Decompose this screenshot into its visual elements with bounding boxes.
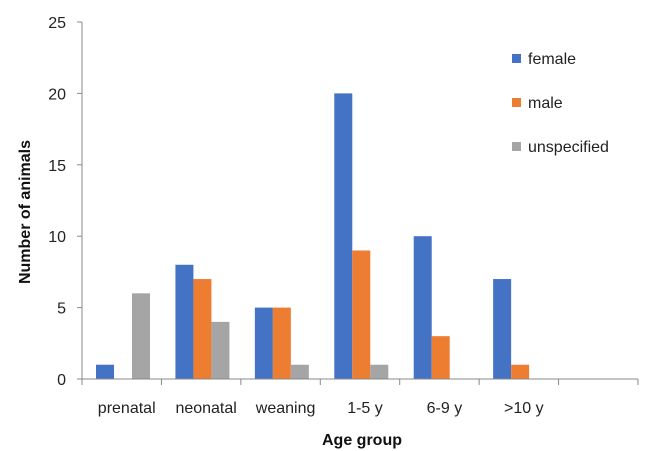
bar-male (431, 336, 450, 379)
bar-male (511, 364, 530, 379)
legend-swatch-male (512, 98, 521, 107)
bar-male (272, 307, 291, 379)
bar-unspecified (211, 321, 230, 379)
x-tick-label: 1-5 y (347, 400, 383, 417)
bar-female (96, 364, 114, 379)
x-tick-label: 6-9 y (427, 400, 463, 417)
legend-label-unspecified: unspecified (528, 139, 609, 156)
series-unspecified (132, 293, 389, 379)
y-axis-title: Number of animals (17, 140, 34, 284)
bar-female (334, 93, 353, 380)
bar-male (352, 250, 371, 379)
legend: female male unspecified (512, 51, 609, 156)
legend-swatch-unspecified (512, 142, 521, 151)
bar-series (96, 93, 530, 380)
legend-label-male: male (528, 95, 563, 112)
x-tick-label: prenatal (98, 400, 156, 417)
y-axis-ticks: 0 5 10 15 20 25 (48, 15, 82, 389)
x-axis-title: Age group (322, 432, 402, 449)
x-tick-label: neonatal (175, 400, 236, 417)
legend-label-female: female (528, 51, 576, 68)
y-tick-label: 15 (48, 158, 66, 175)
bar-unspecified (370, 364, 389, 379)
y-tick-label: 10 (48, 229, 66, 246)
series-male (193, 250, 530, 379)
bar-unspecified (132, 293, 150, 379)
y-tick-label: 0 (57, 372, 66, 389)
y-tick-label: 5 (57, 301, 66, 318)
legend-swatch-female (512, 54, 521, 63)
series-female (96, 93, 512, 380)
bar-unspecified (290, 364, 309, 379)
bar-female (413, 236, 432, 379)
y-tick-label: 25 (48, 15, 66, 32)
bar-male (193, 279, 212, 379)
bar-female (493, 279, 512, 379)
bar-female (175, 264, 194, 379)
bar-female (254, 307, 273, 379)
x-tick-label: weaning (255, 400, 316, 417)
x-axis-ticks: prenatal neonatal weaning 1-5 y 6-9 y >10 y (81, 379, 639, 417)
x-tick-label: >10 y (504, 400, 544, 417)
y-tick-label: 20 (48, 86, 66, 103)
